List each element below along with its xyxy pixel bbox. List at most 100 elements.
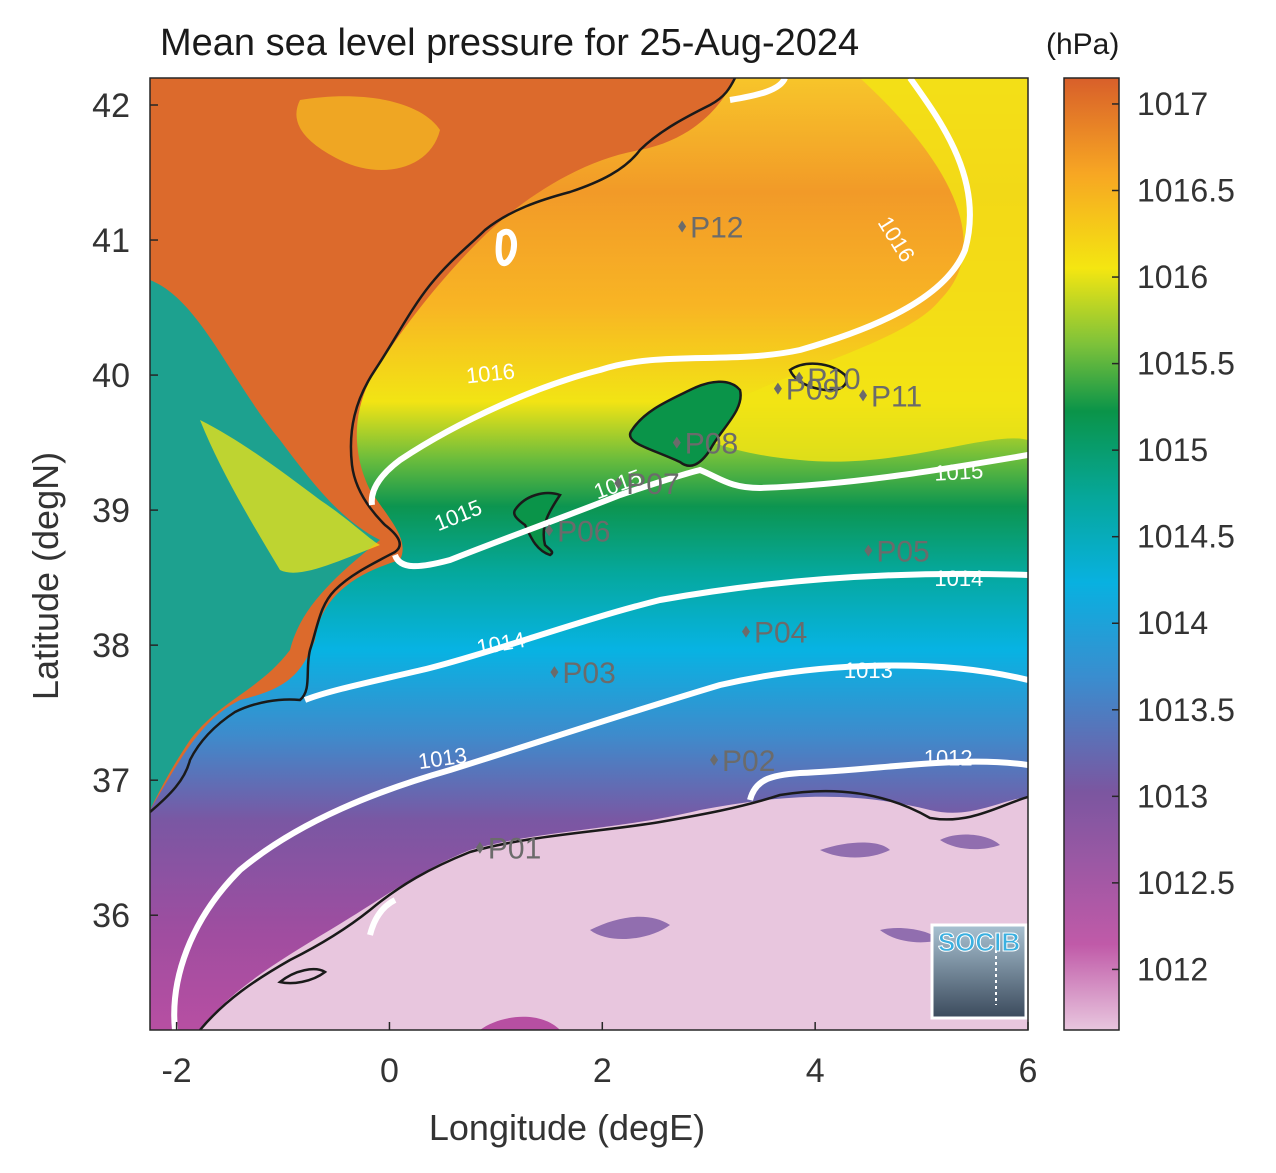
map-title: Mean sea level pressure for 25-Aug-2024: [160, 22, 860, 64]
socib-logo: SOCIB: [930, 923, 1028, 1020]
station-p04: P04: [741, 617, 807, 650]
socib-logo-box: [930, 923, 1028, 1020]
station-p08: P08: [672, 428, 738, 461]
station-label: P02: [722, 745, 775, 778]
x-tick-label: 2: [593, 1052, 612, 1090]
diamond-marker-icon: [741, 625, 750, 638]
y-tick-label: 36: [92, 897, 130, 935]
diamond-marker-icon: [710, 753, 719, 766]
station-p07: P07: [614, 468, 680, 501]
island-mallorca: [628, 380, 742, 467]
diamond-marker-icon: [672, 436, 681, 449]
station-p05: P05: [864, 536, 930, 569]
isobar-label: 1012: [924, 746, 973, 771]
diamond-marker-icon: [550, 666, 559, 679]
y-axis-ticks: 36 37 38 39 40 41 42: [92, 87, 158, 935]
station-p06: P06: [545, 515, 610, 548]
station-label: P03: [562, 657, 615, 690]
y-tick-label: 38: [92, 627, 130, 665]
y-tick-label: 37: [92, 762, 130, 800]
isobar-1016: [368, 78, 973, 506]
coastline-iberia: [150, 78, 737, 813]
map-plot-area: 1016101610151015101510141014101310131012…: [150, 78, 1028, 1030]
station-p01: P01: [475, 833, 541, 866]
isobar-label: 1013: [844, 658, 893, 683]
station-label: P11: [871, 380, 922, 413]
station-label: P09: [786, 374, 839, 407]
land-north-africa: [200, 796, 1028, 1030]
island-menorca: [788, 362, 848, 392]
isobar-1015: [392, 452, 1028, 570]
x-axis-ticks: -2 0 2 4 6: [161, 1022, 1037, 1090]
diamond-marker-icon: [795, 371, 804, 384]
station-p10: P10: [795, 363, 861, 396]
x-tick-label: -2: [161, 1052, 191, 1090]
pressure-field-high-ne: [690, 78, 1028, 462]
land-iberia-coastal: [150, 280, 380, 810]
station-p12: P12: [678, 212, 744, 245]
land-atlas-patches: [590, 834, 1000, 943]
colorbar-tick-label: 1016.5: [1137, 173, 1235, 209]
diamond-marker-icon: [678, 220, 687, 233]
diamond-marker-icon: [475, 841, 484, 854]
station-label: P05: [876, 536, 929, 569]
x-axis-label: Longitude (degE): [429, 1107, 705, 1148]
x-tick-label: 6: [1019, 1052, 1038, 1090]
land-south-patch: [480, 1016, 560, 1030]
station-p11: P11: [859, 380, 922, 413]
isobar-1012-west: [367, 897, 397, 936]
diamond-marker-icon: [773, 382, 782, 395]
station-label: P07: [626, 468, 679, 501]
y-tick-label: 39: [92, 492, 130, 530]
diamond-marker-icon: [614, 477, 623, 490]
colorbar-tick-label: 1012.5: [1137, 865, 1235, 901]
colorbar-tick-label: 1014: [1137, 605, 1208, 641]
station-label: P04: [754, 617, 807, 650]
colorbar: [1063, 77, 1120, 1031]
colorbar-tick-label: 1015: [1137, 432, 1208, 468]
y-tick-label: 40: [92, 357, 130, 395]
station-p02: P02: [710, 745, 775, 778]
isobar-1016-island: [495, 228, 518, 267]
station-label: P10: [807, 363, 860, 396]
station-label: P08: [685, 428, 738, 461]
land-pyrenees-patch: [296, 96, 440, 170]
colorbar-tick-label: 1013.5: [1137, 692, 1235, 728]
y-tick-label: 42: [92, 87, 130, 125]
colorbar-tick-label: 1017: [1137, 86, 1208, 122]
station-p09: P09: [773, 374, 839, 407]
station-p03: P03: [550, 657, 616, 690]
station-label: P06: [557, 515, 610, 548]
isobar-label: 1014: [934, 566, 983, 591]
colorbar-tick-label: 1014.5: [1137, 519, 1235, 555]
colorbar-tick-label: 1013: [1137, 778, 1208, 814]
isobar-lines: [171, 78, 1028, 1030]
coastline-alboran: [277, 968, 328, 985]
isobar-1014: [303, 570, 1028, 703]
y-axis-label: Latitude (degN): [25, 452, 66, 700]
diamond-marker-icon: [859, 389, 868, 402]
colorbar-unit-label: (hPa): [1046, 28, 1120, 61]
isobar-1012-east: [747, 758, 1028, 801]
x-tick-label: 4: [806, 1052, 825, 1090]
diamond-marker-icon: [864, 544, 873, 557]
isobar-label: 1016: [465, 358, 516, 388]
socib-logo-text: SOCIB: [938, 927, 1020, 957]
isobar-1013: [171, 662, 1028, 1030]
colorbar-tick-label: 1016: [1137, 259, 1208, 295]
diamond-marker-icon: [545, 524, 554, 537]
station-label: P01: [488, 833, 541, 866]
x-tick-label: 0: [380, 1052, 399, 1090]
land-iberia-mid: [200, 420, 380, 573]
station-label: P12: [690, 212, 743, 245]
coastline-north-africa: [199, 789, 1028, 1030]
colorbar-tick-label: 1015.5: [1137, 346, 1235, 382]
isobar-1016-north: [729, 78, 788, 103]
plot-frame: [149, 77, 1029, 1031]
isobar-label: 1015: [934, 458, 984, 486]
colorbar-ticks: 1012 1012.5 1013 1013.5 1014 1014.5 1015 1015.5…: [1112, 86, 1235, 987]
colorbar-tick-label: 1012: [1137, 951, 1208, 987]
y-tick-label: 41: [92, 222, 130, 260]
